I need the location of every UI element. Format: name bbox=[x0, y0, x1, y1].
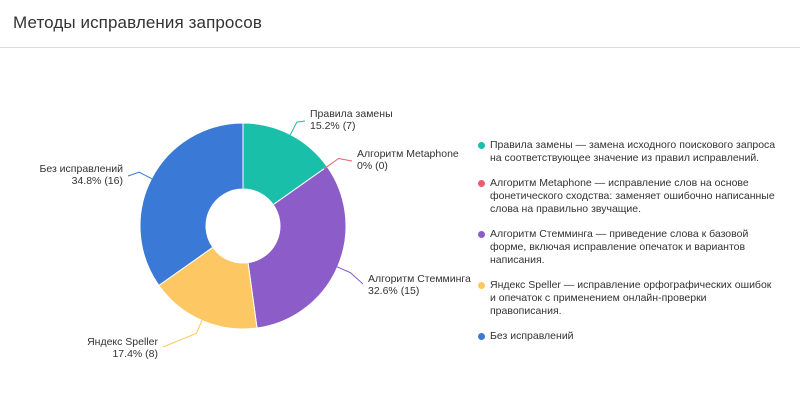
slice-label-pravila: Правила замены bbox=[310, 108, 393, 120]
legend-text: Алгоритм Metaphone — исправление слов на… bbox=[490, 177, 775, 215]
slice-value-speller: 17.4% (8) bbox=[112, 348, 158, 360]
legend-item-speller[interactable]: Яндекс Speller — исправление орфографиче… bbox=[478, 279, 778, 318]
legend-text: Правила замены — замена исходного поиско… bbox=[490, 139, 776, 164]
legend: Правила замены — замена исходного поиско… bbox=[478, 139, 778, 355]
slice-value-metaphone: 0% (0) bbox=[357, 160, 388, 172]
slice-bez[interactable] bbox=[139, 122, 244, 287]
slice-label-bez: Без исправлений bbox=[39, 163, 123, 175]
legend-text: Яндекс Speller — исправление орфографиче… bbox=[490, 279, 772, 317]
connector-speller bbox=[162, 316, 205, 348]
slice-speller[interactable] bbox=[158, 246, 258, 330]
chart-area: Правила замены 15.2% (7) Алгоритм Metaphon… bbox=[0, 49, 800, 410]
connector-pravila bbox=[288, 120, 306, 139]
slice-value-pravila: 15.2% (7) bbox=[310, 120, 356, 132]
legend-item-pravila[interactable]: Правила замены — замена исходного поиско… bbox=[478, 139, 778, 165]
legend-item-metaphone[interactable]: Алгоритм Metaphone — исправление слов на… bbox=[478, 177, 778, 216]
slice-pravila[interactable] bbox=[242, 122, 328, 206]
slice-stemming[interactable] bbox=[247, 165, 347, 329]
connector-stemming bbox=[333, 264, 364, 285]
slice-label-metaphone: Алгоритм Metaphone bbox=[357, 148, 459, 160]
legend-marker-icon bbox=[478, 333, 485, 340]
legend-marker-icon bbox=[478, 180, 485, 187]
connector-bez bbox=[127, 171, 156, 181]
slices-group bbox=[139, 122, 347, 330]
slice-label-speller: Яндекс Speller bbox=[87, 336, 158, 348]
connectors-group bbox=[127, 120, 364, 348]
slice-value-stemming: 32.6% (15) bbox=[368, 285, 419, 297]
chart-header: Методы исправления запросов bbox=[0, 0, 800, 48]
slice-label-stemming: Алгоритм Стемминга bbox=[368, 273, 471, 285]
legend-item-bez[interactable]: Без исправлений bbox=[478, 330, 778, 343]
legend-text: Алгоритм Стемминга — приведение слова к … bbox=[490, 228, 749, 266]
legend-marker-icon bbox=[478, 142, 485, 149]
legend-item-stemming[interactable]: Алгоритм Стемминга — приведение слова к … bbox=[478, 228, 778, 267]
slice-value-bez: 34.8% (16) bbox=[72, 175, 123, 187]
legend-marker-icon bbox=[478, 282, 485, 289]
connector-metaphone bbox=[323, 157, 353, 170]
legend-text: Без исправлений bbox=[490, 330, 574, 342]
chart-title: Методы исправления запросов bbox=[13, 13, 262, 32]
legend-marker-icon bbox=[478, 231, 485, 238]
